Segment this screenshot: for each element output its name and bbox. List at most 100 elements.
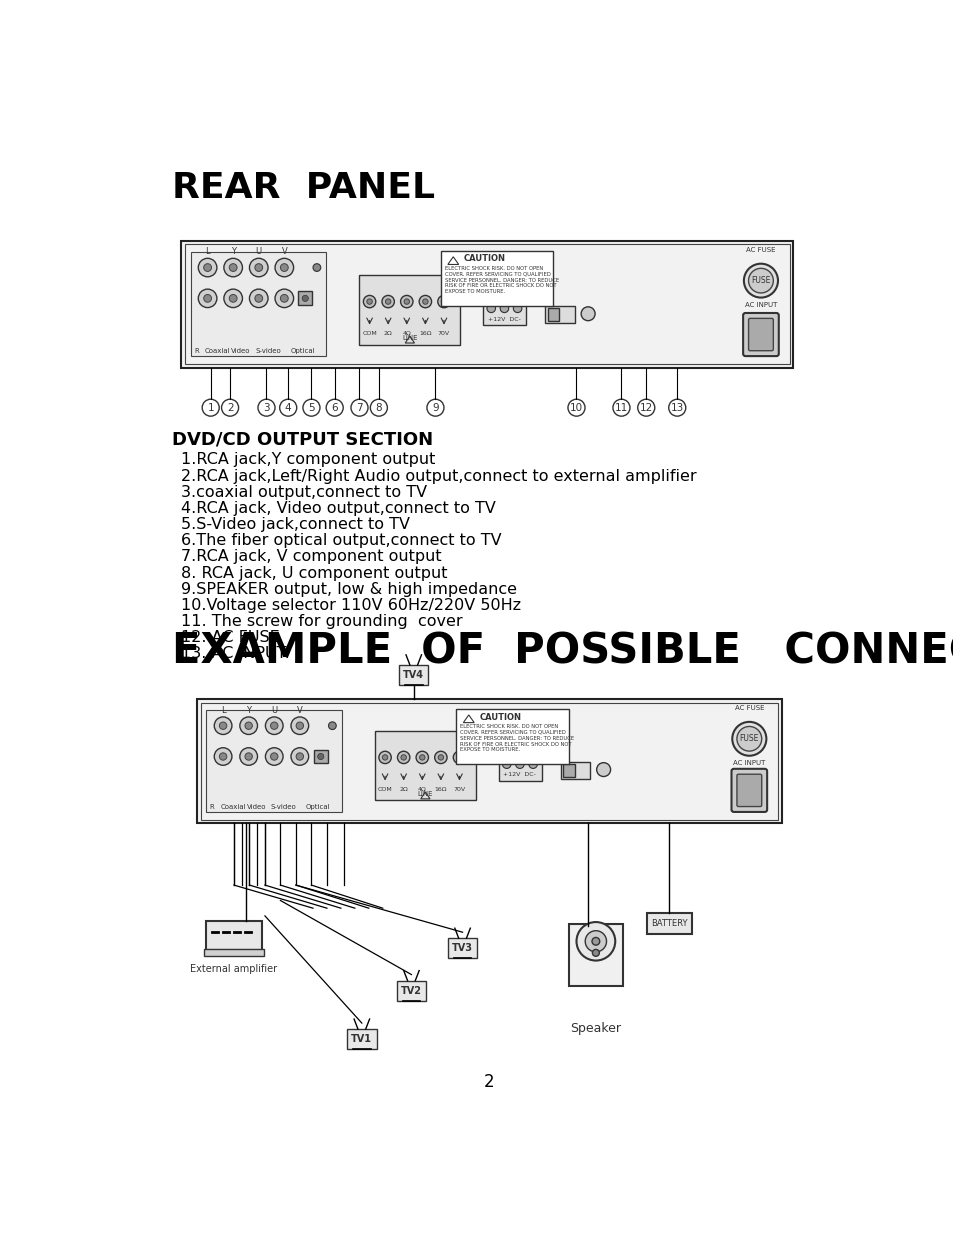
Text: R: R xyxy=(210,804,214,810)
Circle shape xyxy=(257,399,274,416)
Circle shape xyxy=(204,263,212,272)
Circle shape xyxy=(274,289,294,308)
Circle shape xyxy=(274,258,294,277)
Circle shape xyxy=(291,747,309,766)
Text: COM: COM xyxy=(377,787,392,792)
Text: TV3: TV3 xyxy=(452,944,473,953)
Text: S-video: S-video xyxy=(271,804,296,810)
Circle shape xyxy=(302,295,308,301)
Text: +12V  DC-: +12V DC- xyxy=(488,316,520,321)
FancyBboxPatch shape xyxy=(181,241,793,368)
Text: BATTERY: BATTERY xyxy=(651,919,687,927)
Text: 3.coaxial output,connect to TV: 3.coaxial output,connect to TV xyxy=(181,484,427,500)
Circle shape xyxy=(265,718,283,735)
Circle shape xyxy=(612,399,629,416)
Circle shape xyxy=(378,751,391,763)
FancyBboxPatch shape xyxy=(196,699,781,824)
Circle shape xyxy=(453,751,465,763)
Text: DVD/CD OUTPUT SECTION: DVD/CD OUTPUT SECTION xyxy=(172,431,433,448)
Text: 4.RCA jack, Video output,connect to TV: 4.RCA jack, Video output,connect to TV xyxy=(181,501,496,516)
FancyBboxPatch shape xyxy=(398,664,428,685)
Text: 7: 7 xyxy=(355,403,362,412)
Text: 13: 13 xyxy=(670,403,683,412)
Text: Video: Video xyxy=(247,804,266,810)
Circle shape xyxy=(382,755,387,760)
Text: External amplifier: External amplifier xyxy=(191,965,277,974)
Circle shape xyxy=(416,751,428,763)
Text: AC FUSE: AC FUSE xyxy=(745,247,775,253)
Circle shape xyxy=(265,747,283,766)
Circle shape xyxy=(456,755,461,760)
FancyBboxPatch shape xyxy=(396,981,426,1000)
Circle shape xyxy=(668,399,685,416)
Text: U: U xyxy=(255,247,261,256)
FancyBboxPatch shape xyxy=(545,306,575,324)
FancyBboxPatch shape xyxy=(742,312,778,356)
Circle shape xyxy=(363,295,375,308)
Text: 70V: 70V xyxy=(453,787,465,792)
Text: CAUTION: CAUTION xyxy=(464,254,506,263)
Text: U: U xyxy=(271,705,277,715)
Circle shape xyxy=(743,264,778,298)
Circle shape xyxy=(291,718,309,735)
Text: 9: 9 xyxy=(432,403,438,412)
Text: R: R xyxy=(194,348,199,353)
Text: 4Ω: 4Ω xyxy=(417,787,426,792)
Circle shape xyxy=(249,289,268,308)
Circle shape xyxy=(576,923,615,961)
Circle shape xyxy=(214,747,232,766)
Text: 4Ω: 4Ω xyxy=(402,331,411,336)
FancyBboxPatch shape xyxy=(447,939,476,958)
FancyBboxPatch shape xyxy=(440,251,553,306)
Text: 5.S-Video jack,connect to TV: 5.S-Video jack,connect to TV xyxy=(181,517,410,532)
Text: V: V xyxy=(281,247,287,256)
Text: 2: 2 xyxy=(483,1073,494,1092)
Circle shape xyxy=(303,399,319,416)
FancyBboxPatch shape xyxy=(736,774,760,806)
Circle shape xyxy=(427,399,443,416)
FancyBboxPatch shape xyxy=(191,252,326,356)
Circle shape xyxy=(400,755,406,760)
Circle shape xyxy=(513,304,521,312)
FancyBboxPatch shape xyxy=(646,913,691,935)
Circle shape xyxy=(419,755,424,760)
Text: REAR  PANEL: REAR PANEL xyxy=(172,172,435,205)
Text: 8: 8 xyxy=(375,403,382,412)
FancyBboxPatch shape xyxy=(498,751,541,782)
Circle shape xyxy=(224,258,242,277)
Text: V: V xyxy=(296,705,302,715)
Text: 12: 12 xyxy=(639,403,652,412)
Text: FUSE: FUSE xyxy=(750,277,770,285)
Text: 1: 1 xyxy=(207,403,213,412)
Circle shape xyxy=(422,299,428,304)
Circle shape xyxy=(245,722,253,730)
Circle shape xyxy=(280,294,288,303)
FancyBboxPatch shape xyxy=(547,309,558,321)
Text: 2: 2 xyxy=(227,403,233,412)
Circle shape xyxy=(567,399,584,416)
Text: AC INPUT: AC INPUT xyxy=(744,303,777,309)
Circle shape xyxy=(214,718,232,735)
FancyBboxPatch shape xyxy=(359,275,459,345)
Circle shape xyxy=(637,399,654,416)
Text: TV1: TV1 xyxy=(351,1034,372,1044)
Text: 2Ω: 2Ω xyxy=(399,787,408,792)
Circle shape xyxy=(254,294,262,303)
FancyBboxPatch shape xyxy=(206,920,261,950)
FancyBboxPatch shape xyxy=(560,762,590,779)
Circle shape xyxy=(295,753,303,761)
Circle shape xyxy=(202,399,219,416)
Text: TV4: TV4 xyxy=(403,669,424,680)
Text: Optical: Optical xyxy=(291,348,314,353)
FancyBboxPatch shape xyxy=(483,294,525,325)
Text: COM: COM xyxy=(362,331,376,336)
Circle shape xyxy=(370,399,387,416)
Circle shape xyxy=(254,263,262,272)
Circle shape xyxy=(326,399,343,416)
Text: Coaxial: Coaxial xyxy=(220,804,246,810)
Circle shape xyxy=(397,751,410,763)
Text: Y: Y xyxy=(231,247,235,256)
Circle shape xyxy=(239,747,257,766)
Circle shape xyxy=(229,263,237,272)
Text: TV2: TV2 xyxy=(400,986,421,995)
